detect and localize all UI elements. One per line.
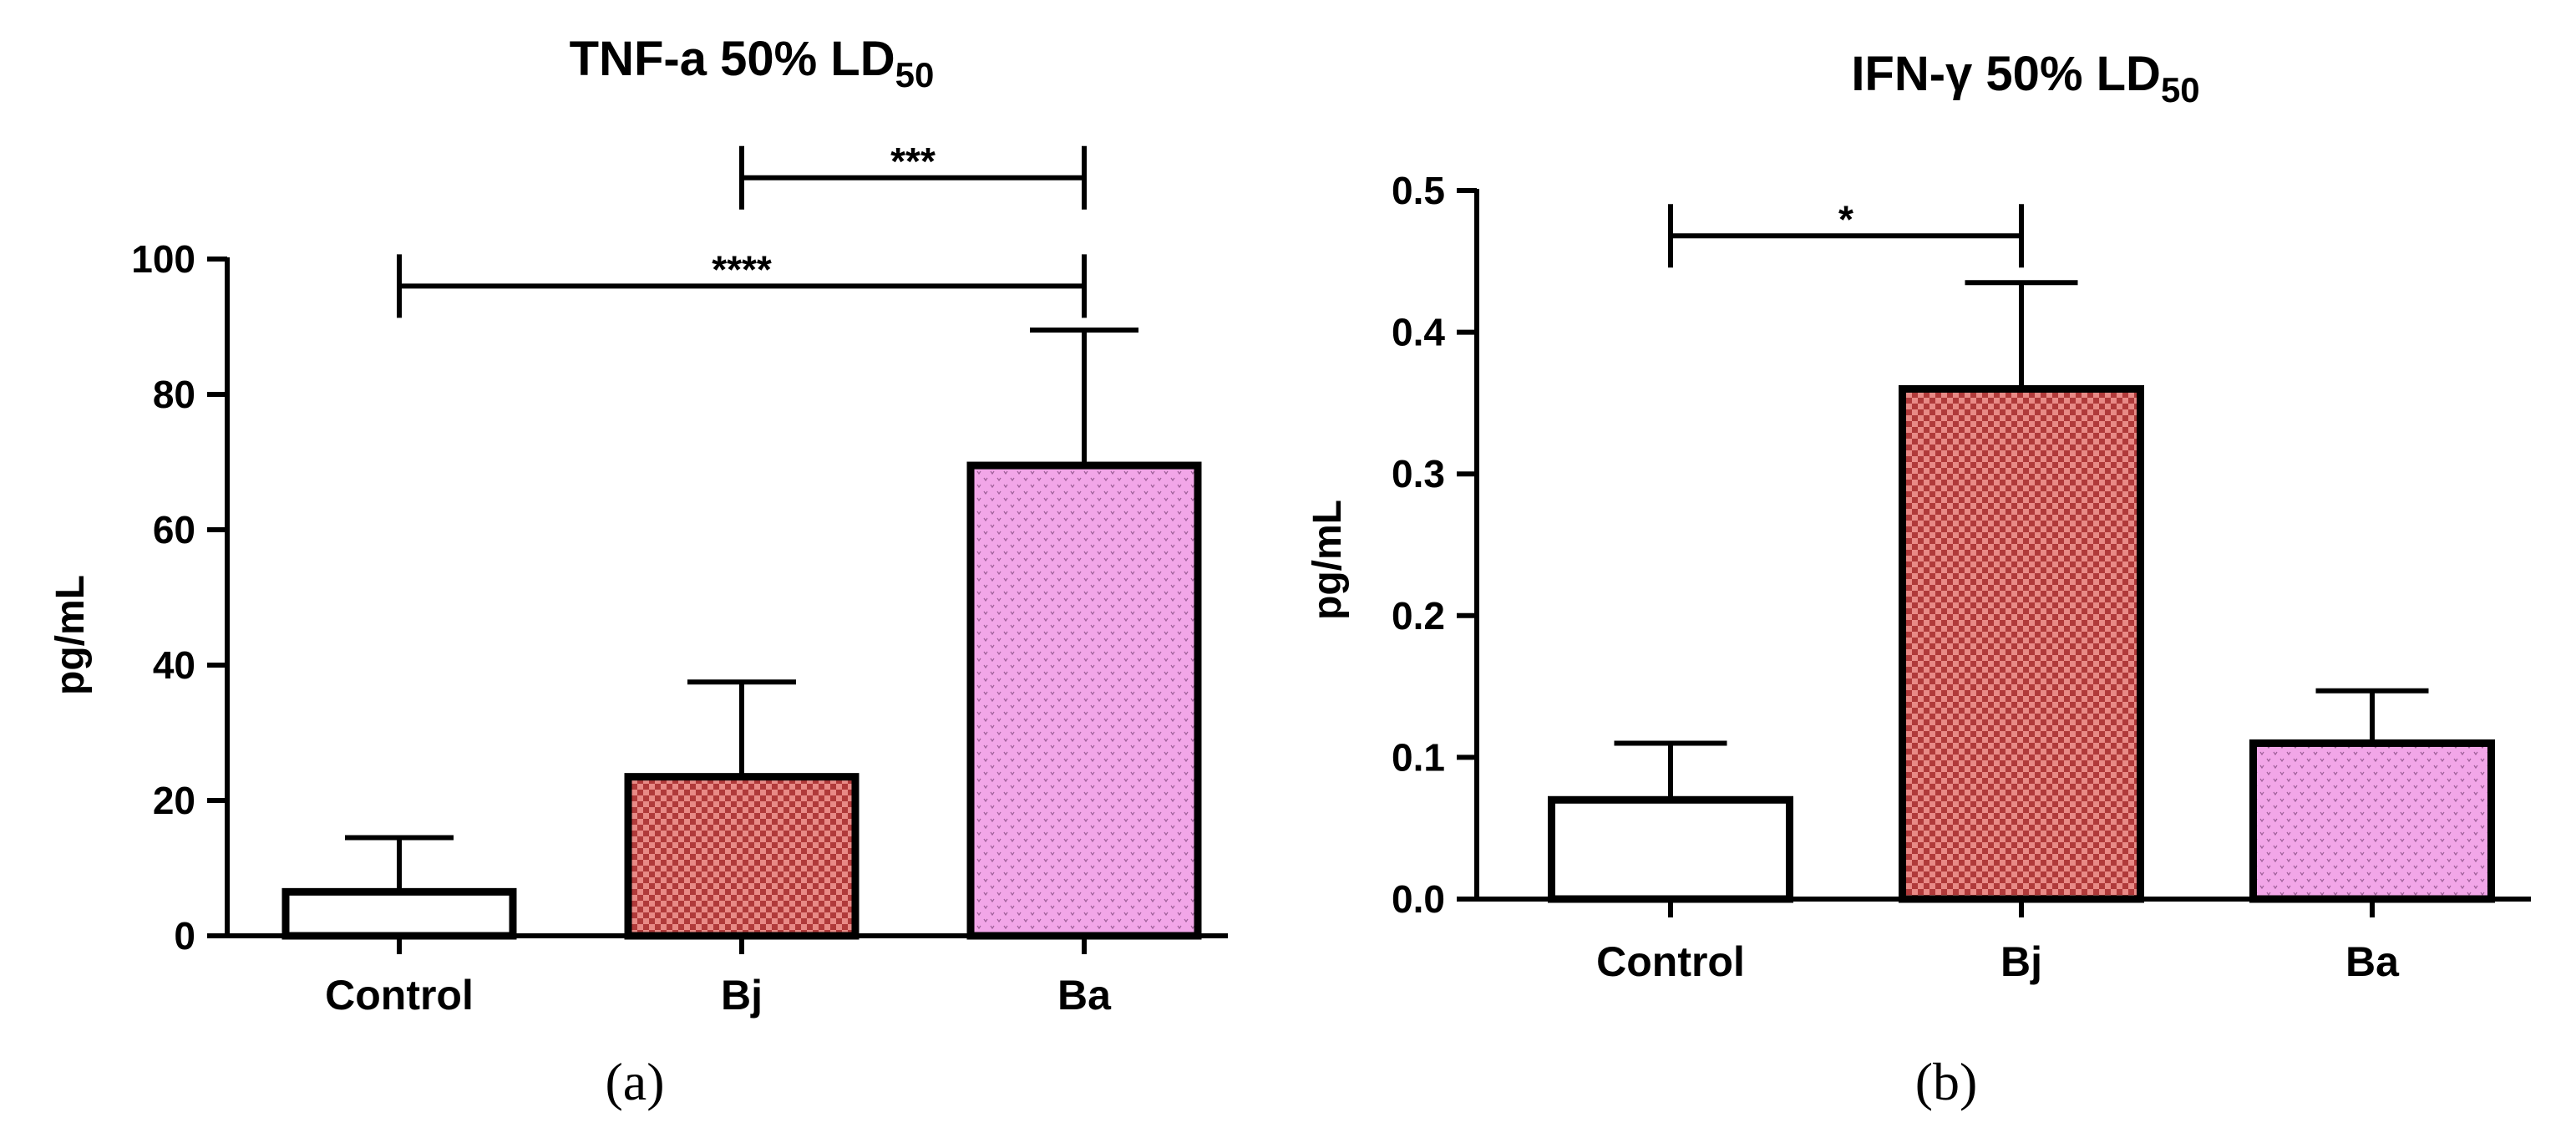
chart-b-ylabel: pg/mL	[1306, 500, 1350, 620]
chart-a-x-tick-label: Bj	[721, 972, 763, 1019]
chart-a-y-tick-label: 40	[153, 643, 195, 687]
chart-b-x-tick-label: Control	[1596, 938, 1745, 985]
chart-panel-b: IFN-γ 50% LD50 pg/mL 0.0 0.1 0.2 0.3 0.4 0.5 C…	[1306, 47, 2531, 1111]
chart-a-y-tick-label: 80	[153, 373, 195, 416]
chart-b-y-tick-label: 0.1	[1392, 735, 1445, 779]
chart-a-title: TNF-a 50% LD50	[570, 32, 935, 94]
chart-a-panel-label: (a)	[605, 1052, 664, 1111]
chart-a-sig-label: ***	[890, 140, 936, 183]
chart-b-title: IFN-γ 50% LD50	[1851, 47, 2199, 109]
chart-b-y-tick-label: 0.2	[1392, 594, 1445, 638]
chart-a-x-tick-label: Control	[325, 972, 474, 1019]
chart-b-x-tick-label: Bj	[2000, 938, 2042, 985]
chart-b-panel-label: (b)	[1915, 1052, 1978, 1111]
chart-panel-a: TNF-a 50% LD50 pg/mL 0 20 40 60 80 100 Control…	[48, 32, 1228, 1111]
chart-a-bar-bj	[624, 773, 860, 940]
chart-b-bar-bj	[1899, 384, 2144, 903]
chart-a-y-tick-label: 0	[174, 914, 195, 958]
chart-a-y-tick-label: 20	[153, 779, 195, 822]
chart-b-sig-label: *	[1838, 197, 1853, 241]
chart-a-ylabel: pg/mL	[48, 575, 93, 695]
chart-a-y-tick-label: 100	[131, 237, 195, 281]
chart-a-sig-label: ****	[712, 247, 772, 291]
chart-a-y-tick-label: 60	[153, 508, 195, 551]
chart-b-bar-control	[1548, 795, 1793, 903]
chart-b-y-tick-label: 0.5	[1392, 169, 1445, 212]
chart-b-bar-ba	[2249, 739, 2495, 903]
chart-a-x-tick-label: Ba	[1057, 972, 1112, 1019]
chart-b-y-tick-label: 0.0	[1392, 877, 1445, 921]
chart-a-bar-control	[281, 887, 517, 940]
chart-b-y-tick-label: 0.3	[1392, 452, 1445, 495]
chart-a-bar-ba	[966, 461, 1202, 940]
chart-b-x-tick-label: Ba	[2345, 938, 2400, 985]
chart-b-y-tick-label: 0.4	[1392, 311, 1445, 354]
